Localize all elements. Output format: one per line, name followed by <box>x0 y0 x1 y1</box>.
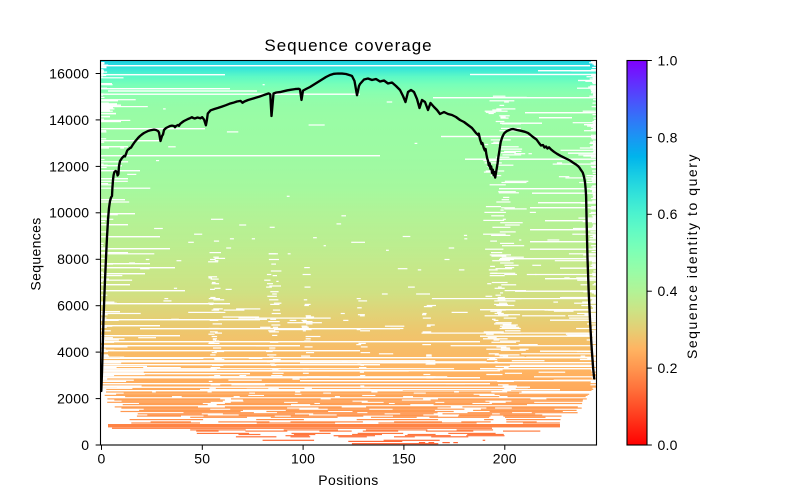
svg-text:0.8: 0.8 <box>658 129 678 145</box>
svg-text:6000: 6000 <box>57 298 89 314</box>
svg-text:50: 50 <box>194 451 210 467</box>
svg-text:150: 150 <box>392 451 416 467</box>
svg-text:12000: 12000 <box>49 158 89 174</box>
svg-text:0: 0 <box>81 437 89 453</box>
svg-text:10000: 10000 <box>49 205 89 221</box>
svg-text:4000: 4000 <box>57 344 89 360</box>
svg-text:Sequence identity to query: Sequence identity to query <box>684 153 700 359</box>
svg-text:Sequences: Sequences <box>28 217 44 290</box>
svg-text:Sequence coverage: Sequence coverage <box>264 36 432 55</box>
svg-text:2000: 2000 <box>57 391 89 407</box>
svg-text:0.4: 0.4 <box>658 283 678 299</box>
svg-text:0: 0 <box>97 451 105 467</box>
svg-text:16000: 16000 <box>49 65 89 81</box>
svg-text:200: 200 <box>493 451 517 467</box>
svg-text:Positions: Positions <box>318 472 378 488</box>
svg-text:100: 100 <box>291 451 315 467</box>
svg-text:8000: 8000 <box>57 251 89 267</box>
svg-text:0.2: 0.2 <box>658 360 678 376</box>
svg-text:1.0: 1.0 <box>658 52 678 68</box>
svg-text:0.0: 0.0 <box>658 437 678 453</box>
svg-text:14000: 14000 <box>49 112 89 128</box>
svg-text:0.6: 0.6 <box>658 206 678 222</box>
